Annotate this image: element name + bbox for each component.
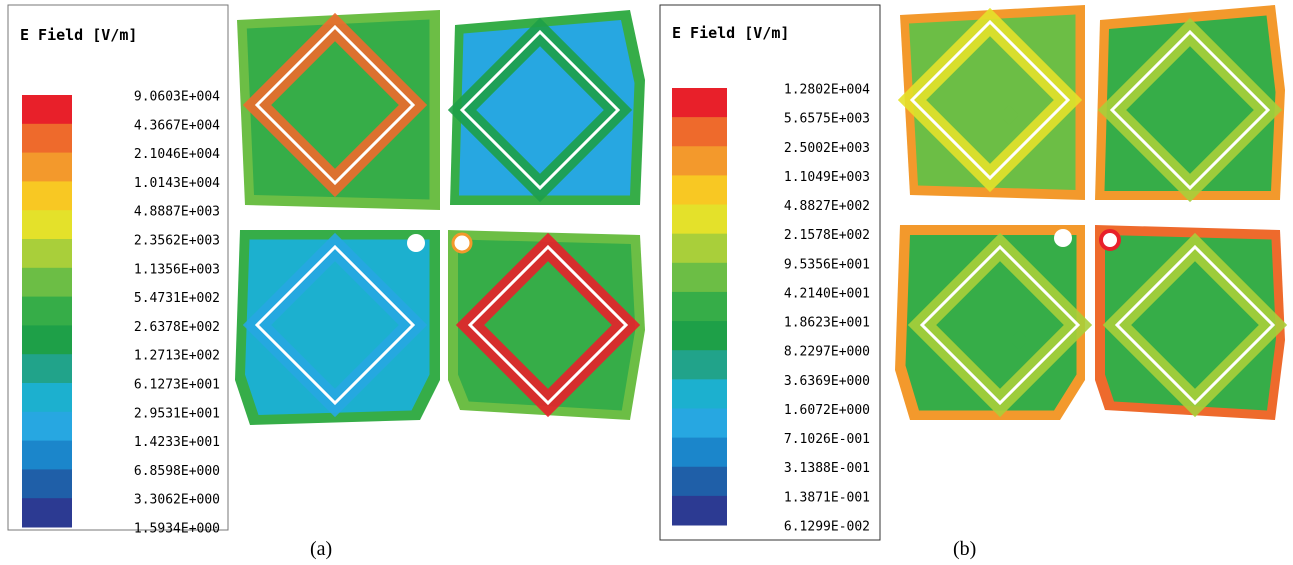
color-swatch — [22, 210, 72, 240]
color-swatch — [22, 152, 72, 182]
ring-gap — [1204, 330, 1224, 350]
legend-label: 4.8887E+003 — [134, 205, 220, 220]
legend-title: E Field [V/m] — [20, 26, 137, 44]
legend-label: 6.1299E-002 — [784, 520, 870, 535]
color-swatch — [22, 181, 72, 211]
color-swatch — [22, 267, 72, 298]
resonator-ring — [254, 24, 416, 186]
color-swatch — [672, 146, 727, 176]
color-swatch — [672, 437, 727, 468]
legend-label: 5.4731E+002 — [134, 291, 220, 306]
field-region — [458, 239, 636, 411]
port — [1099, 229, 1121, 251]
legend-label: 3.6369E+000 — [784, 374, 870, 389]
ring-gap — [344, 110, 364, 130]
legend-label: 2.3562E+003 — [134, 234, 220, 249]
caption: (b) — [953, 538, 976, 560]
resonator-ring — [467, 244, 629, 406]
color-swatch — [22, 469, 72, 499]
color-swatch — [22, 239, 72, 269]
resonator-ring — [254, 244, 416, 406]
legend-label: 2.9531E+001 — [134, 406, 220, 421]
color-swatch — [672, 321, 727, 351]
legend-label: 6.8598E+000 — [134, 464, 220, 479]
legend-label: 1.2802E+004 — [784, 83, 870, 98]
color-swatch — [672, 117, 727, 147]
color-swatch — [672, 379, 727, 409]
legend-label: 2.1046E+004 — [134, 147, 220, 162]
ring-gap — [344, 330, 364, 350]
color-swatch — [22, 411, 72, 442]
caption: (a) — [310, 538, 332, 560]
legend-label: 1.1356E+003 — [134, 262, 220, 277]
resonator-ring — [909, 19, 1071, 181]
color-swatch — [22, 498, 72, 528]
legend-label: 1.6072E+000 — [784, 403, 870, 418]
legend-label: 1.1049E+003 — [784, 170, 870, 185]
color-swatch — [672, 175, 727, 206]
legend-label: 4.3667E+004 — [134, 118, 220, 133]
legend-label: 9.0603E+004 — [134, 90, 220, 105]
color-swatch — [672, 88, 727, 118]
resonator-ring — [459, 29, 621, 191]
port — [1054, 229, 1072, 247]
legend-label: 2.5002E+003 — [784, 141, 870, 156]
color-swatch — [22, 95, 72, 125]
port — [451, 232, 473, 254]
legend-label: 1.3871E-001 — [784, 490, 870, 505]
legend-label: 3.3062E+000 — [134, 493, 220, 508]
resonator-ring — [1109, 29, 1271, 191]
color-swatch — [672, 204, 727, 235]
color-swatch — [22, 383, 72, 413]
color-swatch — [672, 291, 727, 322]
legend-title: E Field [V/m] — [672, 24, 789, 42]
legend-label: 9.5356E+001 — [784, 257, 870, 272]
color-swatch — [672, 408, 727, 439]
color-swatch — [22, 123, 72, 154]
resonator-ring — [1114, 244, 1276, 406]
legend-label: 1.5934E+000 — [134, 522, 220, 537]
legend-label: 4.8827E+002 — [784, 199, 870, 214]
legend-label: 7.1026E-001 — [784, 432, 870, 447]
color-swatch — [672, 233, 727, 264]
legend-label: 1.4233E+001 — [134, 435, 220, 450]
color-swatch — [22, 354, 72, 384]
color-swatch — [672, 350, 727, 380]
ring-gap — [557, 330, 577, 350]
color-swatch — [22, 440, 72, 470]
legend-label: 1.0143E+004 — [134, 176, 220, 191]
ring-gap — [1199, 115, 1219, 135]
legend-label: 1.8623E+001 — [784, 316, 870, 331]
color-swatch — [672, 495, 727, 526]
color-swatch — [22, 296, 72, 326]
legend-label: 6.1273E+001 — [134, 378, 220, 393]
color-swatch — [672, 466, 727, 497]
port — [407, 234, 425, 252]
legend-label: 1.2713E+002 — [134, 349, 220, 364]
legend-label: 4.2140E+001 — [784, 286, 870, 301]
resonator-ring — [919, 244, 1081, 406]
legend-label: 8.2297E+000 — [784, 345, 870, 360]
ring-gap — [1009, 330, 1029, 350]
color-swatch — [22, 325, 72, 355]
legend-label: 2.1578E+002 — [784, 228, 870, 243]
legend-label: 3.1388E-001 — [784, 461, 870, 476]
legend-label: 2.6378E+002 — [134, 320, 220, 335]
color-swatch — [672, 262, 727, 293]
legend-label: 5.6575E+003 — [784, 112, 870, 127]
